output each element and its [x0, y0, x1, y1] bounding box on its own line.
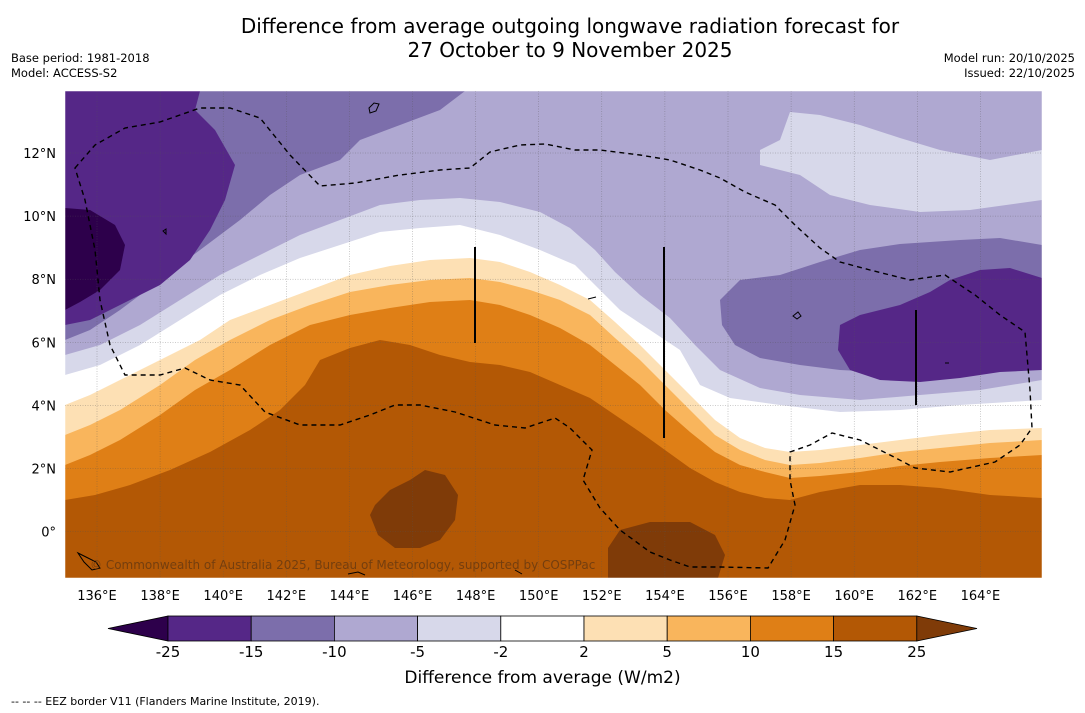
latitude-label: 6°N	[32, 336, 57, 351]
colorbar-tick-label: -10	[322, 643, 347, 661]
colorbar-tick-label: -15	[238, 643, 264, 661]
longitude-label: 164°E	[961, 589, 1001, 604]
copyright-note: © Commonwealth of Australia 2025, Bureau…	[90, 558, 596, 572]
colorbar-tick-labels: -25 -15 -10 -5 -2 2 5 10 15 25	[0, 643, 1085, 663]
anomaly-field	[65, 91, 1042, 578]
latitude-label: 12°N	[23, 147, 56, 162]
marker-bars	[474, 247, 917, 438]
colorbar-tick-label: -2	[493, 643, 509, 661]
band-dry-5	[65, 208, 125, 310]
latitude-label: 2°N	[32, 463, 57, 478]
colorbar-over-arrow	[916, 615, 978, 642]
base-period: Base period: 1981-2018	[11, 51, 150, 65]
longitude-label: 162°E	[898, 589, 938, 604]
map-title: Difference from average outgoing longwav…	[0, 14, 1085, 62]
latitude-label: 4°N	[32, 399, 57, 414]
eez-borders	[74, 107, 1033, 569]
longitude-label: 136°E	[77, 589, 117, 604]
colorbar-segment	[417, 615, 502, 642]
base-info: Base period: 1981-2018 Model: ACCESS-S2	[11, 51, 150, 81]
longitude-label: 150°E	[519, 589, 559, 604]
map-frame	[64, 90, 1043, 579]
colorbar-segment	[833, 615, 918, 642]
colorbar-tick-label: 2	[579, 643, 589, 661]
band-wet-5	[370, 470, 725, 578]
colorbar-under-arrow	[107, 615, 169, 642]
longitude-label: 158°E	[771, 589, 811, 604]
island-outlines	[76, 102, 949, 576]
longitude-label: 156°E	[708, 589, 748, 604]
band-dry-3	[65, 91, 1042, 372]
title-line-1: Difference from average outgoing longwav…	[240, 14, 900, 38]
longitude-label: 144°E	[330, 589, 370, 604]
colorbar-segment	[666, 615, 751, 642]
model-name: Model: ACCESS-S2	[11, 66, 118, 80]
issued-date: Issued: 22/10/2025	[964, 66, 1075, 80]
colorbar-tick-label: -5	[410, 643, 426, 661]
longitude-label: 146°E	[393, 589, 433, 604]
longitude-label: 138°E	[140, 589, 180, 604]
colorbar-tick-label: 5	[662, 643, 672, 661]
longitude-label: 160°E	[834, 589, 874, 604]
colorbar-tick-label: 10	[740, 643, 760, 661]
longitude-label: 148°E	[456, 589, 496, 604]
colorbar-segment	[750, 615, 835, 642]
band-wet-4	[65, 340, 1042, 578]
longitude-label: 152°E	[582, 589, 622, 604]
model-run: Model run: 20/10/2025	[943, 51, 1075, 65]
colorbar-segment	[500, 615, 585, 642]
latitude-labels: 12°N 10°N 8°N 6°N 4°N 2°N 0°	[23, 147, 56, 541]
latitude-label: 0°	[41, 526, 56, 541]
latitude-label: 8°N	[32, 273, 57, 288]
title-line-2: 27 October to 9 November 2025	[407, 38, 733, 62]
longitude-label: 142°E	[267, 589, 307, 604]
colorbar-segment	[167, 615, 252, 642]
run-info: Model run: 20/10/2025 Issued: 22/10/2025	[944, 51, 1075, 81]
colorbar-tick-label: 25	[907, 643, 927, 661]
eez-footnote: -- -- -- EEZ border V11 (Flanders Marine…	[11, 695, 320, 708]
longitude-labels: 136°E 138°E 140°E 142°E 144°E 146°E 148°E 150°E…	[77, 589, 1000, 604]
colorbar-segment	[583, 615, 668, 642]
colorbar	[107, 615, 978, 642]
longitude-label: 140°E	[203, 589, 243, 604]
longitude-label: 154°E	[645, 589, 685, 604]
colorbar-title: Difference from average (W/m2)	[404, 668, 681, 688]
band-dry-4	[65, 91, 1042, 382]
colorbar-tick-label: 15	[824, 643, 844, 661]
colorbar-segment	[333, 615, 418, 642]
latitude-label: 10°N	[23, 210, 56, 225]
colorbar-tick-label: -25	[155, 643, 181, 661]
colorbar-segment	[250, 615, 335, 642]
